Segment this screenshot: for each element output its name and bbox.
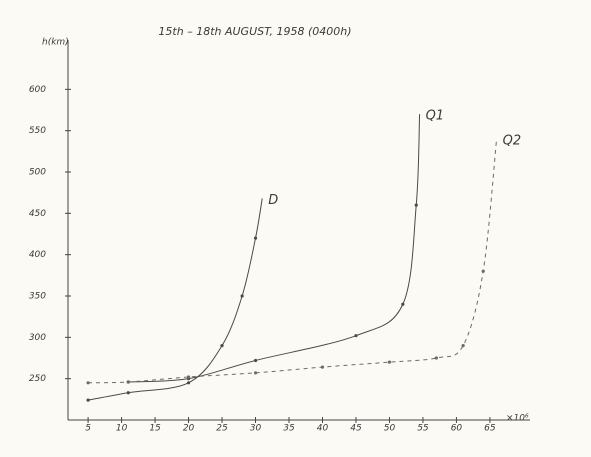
y-tick-label: 300 [29,333,46,343]
data-point [253,358,258,363]
data-point [86,381,90,385]
data-point [401,302,405,306]
x-tick-label: 10 [116,424,128,434]
y-tick-label: 450 [29,209,46,219]
data-point [126,380,130,384]
x-tick-label: 50 [384,424,396,434]
x-tick-label: 40 [317,424,329,434]
data-point [387,360,392,364]
x-tick-label: 15 [149,424,161,434]
data-point [240,294,244,298]
data-point [186,381,191,385]
data-point [320,365,325,369]
x-axis-label: ×10⁶ [506,414,529,424]
x-tick-label: 65 [484,424,496,434]
series-line [88,138,498,384]
y-tick-label: 250 [29,374,46,384]
data-point [481,269,485,273]
data-point [253,371,258,375]
data-point [86,398,90,402]
y-tick-label: 600 [29,85,46,95]
y-tick-label: 550 [29,126,46,136]
y-axis-label: h(km) [42,38,69,48]
data-point [414,203,418,207]
chart-title: 15th – 18th AUGUST, 1958 (0400h) [158,25,351,38]
data-point [253,236,258,240]
data-point [126,391,130,395]
series-label: D [268,193,278,208]
x-tick-label: 25 [216,424,228,434]
data-point [220,344,224,348]
y-tick-label: 350 [29,292,46,302]
data-point [461,344,465,348]
x-tick-label: 5 [85,424,91,434]
data-point [186,375,191,379]
x-tick-label: 30 [250,424,262,434]
x-tick-label: 55 [417,424,429,434]
x-tick-label: 35 [283,424,295,434]
data-point [434,356,438,360]
series-label: Q1 [426,109,445,124]
x-tick-label: 20 [183,424,195,434]
x-tick-label: 60 [451,424,463,434]
data-point [354,334,358,338]
series-label: Q2 [503,133,522,148]
y-tick-label: 400 [29,250,46,260]
x-tick-label: 45 [350,424,362,434]
y-tick-label: 500 [29,168,46,178]
